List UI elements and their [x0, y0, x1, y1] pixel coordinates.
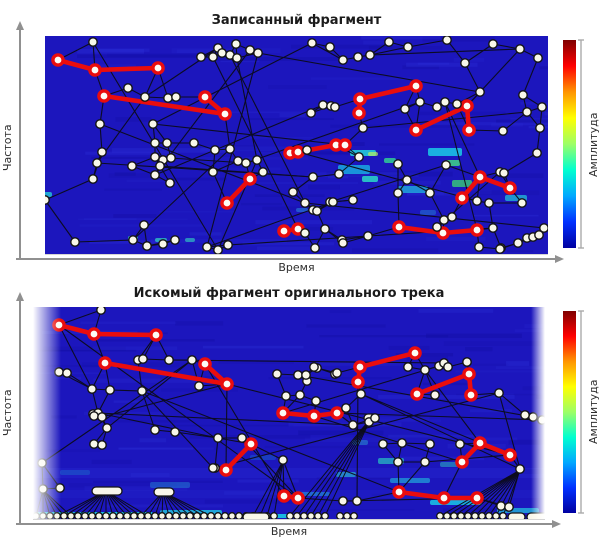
panel-2-plot — [33, 307, 545, 519]
panel-1-colorbar-label: Амплитуда — [587, 112, 600, 178]
panel-1-axes — [16, 21, 564, 263]
panel-2-colorbar — [563, 310, 584, 514]
panel-2-xlabel: Время — [270, 525, 308, 538]
peaks-layer — [37, 307, 545, 512]
panel-1-plot — [45, 36, 548, 254]
panel-1-title: Записанный фрагмент — [211, 13, 382, 28]
panel-2-ylabel: Частота — [1, 389, 14, 437]
panel-2-axes — [16, 292, 561, 528]
bottom-peak-row — [33, 512, 507, 519]
panel-1-ylabel: Частота — [1, 124, 14, 172]
matched-path-layer — [51, 53, 517, 240]
panel-2-colorbar-label: Амплитуда — [587, 379, 600, 445]
panel-1-xlabel: Время — [278, 261, 315, 274]
panel-2-title: Искомый фрагмент оригинального трека — [133, 286, 445, 301]
panel-1-colorbar — [563, 39, 584, 249]
peaks-layer — [45, 36, 548, 254]
